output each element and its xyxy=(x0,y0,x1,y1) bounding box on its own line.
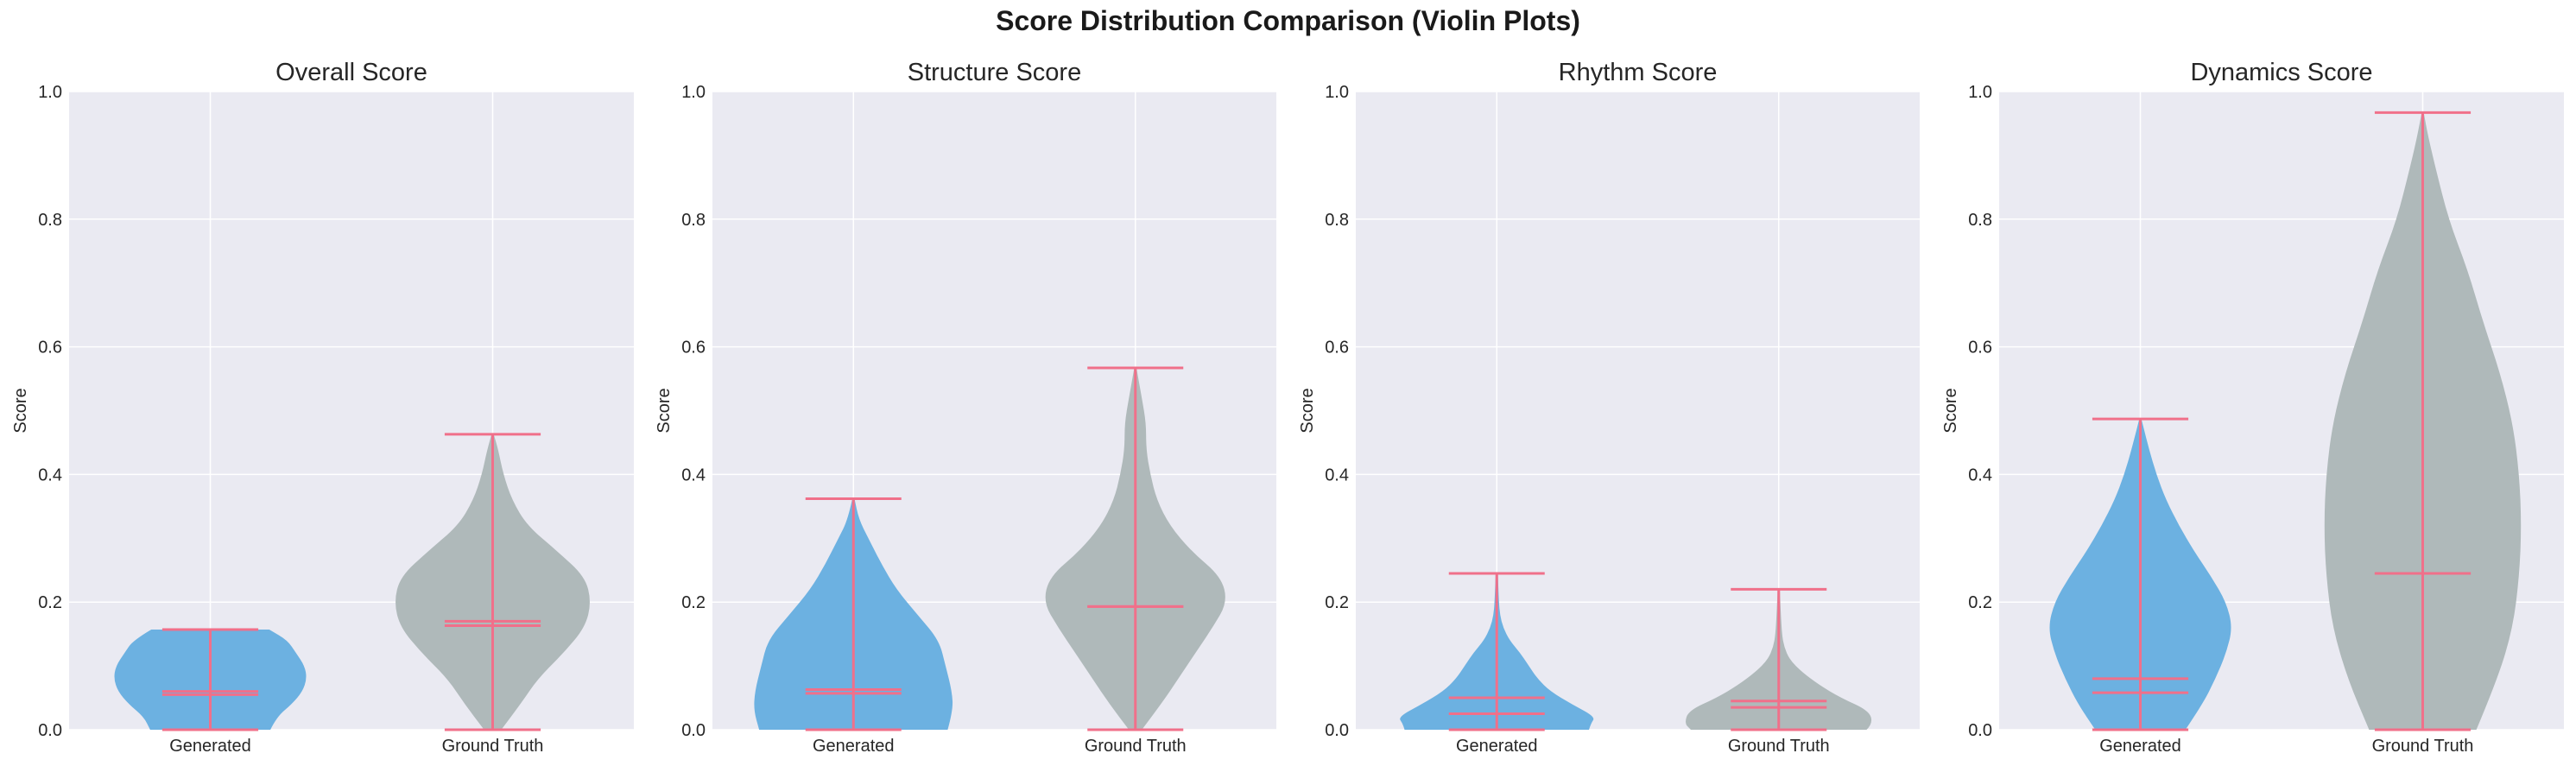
y-axis-label: Score xyxy=(11,388,30,433)
chart-title: Structure Score xyxy=(908,59,1081,86)
y-tick-label: 0.6 xyxy=(1968,339,1992,358)
y-tick-label: 0.8 xyxy=(681,211,706,230)
y-tick-label: 0.4 xyxy=(681,465,706,484)
y-tick-label: 0.0 xyxy=(1968,721,1992,740)
y-axis-label: Score xyxy=(1941,388,1960,433)
chart-panel-3: 0.0 0.2 0.4 0.6 0.8 1.0 Generated Ground Truth R… xyxy=(1298,59,1920,756)
y-tick-label: 0.4 xyxy=(1325,465,1349,484)
chart-panel-2: 0.0 0.2 0.4 0.6 0.8 1.0 Generated Ground Truth S… xyxy=(655,59,1276,756)
chart-title: Rhythm Score xyxy=(1559,59,1718,86)
y-tick-label: 0.8 xyxy=(1968,211,1992,230)
y-tick-label: 0.0 xyxy=(1325,721,1349,740)
y-axis-label: Score xyxy=(655,388,674,433)
chart-title: Dynamics Score xyxy=(2190,59,2372,86)
chart-panel-1: 0.0 0.2 0.4 0.6 0.8 1.0 Generated Ground Truth O… xyxy=(11,59,634,756)
y-tick-label: 0.2 xyxy=(1968,593,1992,612)
y-tick-label: 0.4 xyxy=(1968,465,1992,484)
y-tick-label: 0.6 xyxy=(38,339,62,358)
x-tick-label: Generated xyxy=(813,737,895,756)
chart-title: Overall Score xyxy=(275,59,427,86)
y-tick-label: 0.2 xyxy=(38,593,62,612)
y-tick-label: 1.0 xyxy=(1968,83,1992,102)
y-tick-label: 0.6 xyxy=(1325,339,1349,358)
y-axis-label: Score xyxy=(1298,388,1317,433)
figure-title: Score Distribution Comparison (Violin Pl… xyxy=(996,5,1580,36)
y-tick-label: 0.0 xyxy=(681,721,706,740)
plot-area xyxy=(1356,92,1920,730)
x-tick-label: Ground Truth xyxy=(2372,737,2474,756)
y-tick-label: 0.2 xyxy=(681,593,706,612)
y-tick-label: 0.6 xyxy=(681,339,706,358)
x-tick-label: Ground Truth xyxy=(1728,737,1830,756)
y-tick-label: 0.2 xyxy=(1325,593,1349,612)
x-tick-label: Ground Truth xyxy=(442,737,544,756)
chart-panel-4: 0.0 0.2 0.4 0.6 0.8 1.0 Generated Ground Truth D… xyxy=(1941,59,2564,756)
x-tick-label: Generated xyxy=(1456,737,1538,756)
y-tick-label: 1.0 xyxy=(1325,83,1349,102)
y-tick-label: 1.0 xyxy=(38,83,62,102)
y-tick-label: 1.0 xyxy=(681,83,706,102)
x-tick-label: Ground Truth xyxy=(1085,737,1187,756)
y-tick-label: 0.4 xyxy=(38,465,62,484)
y-tick-label: 0.0 xyxy=(38,721,62,740)
y-tick-label: 0.8 xyxy=(38,211,62,230)
y-tick-label: 0.8 xyxy=(1325,211,1349,230)
x-tick-label: Generated xyxy=(169,737,251,756)
x-tick-label: Generated xyxy=(2099,737,2181,756)
